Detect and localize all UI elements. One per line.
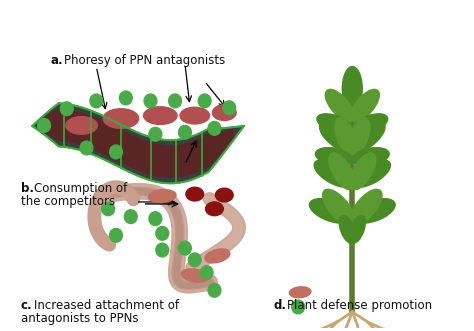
Ellipse shape — [200, 266, 213, 279]
Ellipse shape — [109, 228, 122, 242]
Ellipse shape — [156, 243, 169, 257]
Ellipse shape — [149, 127, 162, 141]
Ellipse shape — [124, 210, 137, 223]
Ellipse shape — [349, 153, 376, 190]
Ellipse shape — [339, 215, 356, 243]
Ellipse shape — [144, 107, 177, 124]
Ellipse shape — [351, 122, 385, 152]
Ellipse shape — [205, 249, 230, 263]
Ellipse shape — [188, 253, 201, 267]
Ellipse shape — [103, 109, 139, 128]
Ellipse shape — [180, 107, 210, 124]
Ellipse shape — [348, 118, 370, 155]
Ellipse shape — [292, 300, 305, 314]
Ellipse shape — [350, 189, 382, 225]
Ellipse shape — [38, 118, 51, 132]
Ellipse shape — [325, 89, 354, 121]
Ellipse shape — [352, 160, 391, 187]
Ellipse shape — [212, 105, 236, 120]
Ellipse shape — [179, 241, 191, 255]
Text: antagonists to PPNs: antagonists to PPNs — [20, 312, 138, 325]
Ellipse shape — [342, 67, 362, 111]
Text: b.: b. — [20, 182, 34, 195]
Ellipse shape — [90, 94, 103, 108]
Ellipse shape — [315, 148, 352, 166]
Text: the competitors: the competitors — [20, 195, 115, 208]
Ellipse shape — [349, 215, 365, 243]
Ellipse shape — [102, 202, 115, 216]
Ellipse shape — [181, 269, 209, 282]
Polygon shape — [32, 103, 244, 183]
Text: d.: d. — [273, 299, 287, 312]
Ellipse shape — [208, 121, 221, 135]
Ellipse shape — [119, 91, 132, 105]
Ellipse shape — [66, 117, 97, 134]
Ellipse shape — [317, 114, 353, 134]
Ellipse shape — [289, 287, 311, 298]
Ellipse shape — [198, 94, 211, 108]
Ellipse shape — [319, 122, 354, 152]
Ellipse shape — [169, 94, 182, 108]
Ellipse shape — [223, 101, 236, 115]
Ellipse shape — [216, 188, 233, 202]
Text: Consumption of: Consumption of — [34, 182, 128, 195]
Ellipse shape — [335, 118, 356, 155]
Ellipse shape — [351, 89, 379, 121]
Ellipse shape — [310, 199, 353, 223]
Text: Increased attachment of: Increased attachment of — [34, 299, 179, 312]
Ellipse shape — [80, 141, 93, 155]
Ellipse shape — [144, 94, 157, 108]
Ellipse shape — [329, 153, 355, 190]
Ellipse shape — [109, 145, 122, 159]
Polygon shape — [43, 109, 233, 177]
Ellipse shape — [148, 190, 176, 203]
Ellipse shape — [156, 226, 169, 240]
Ellipse shape — [352, 114, 388, 134]
Ellipse shape — [186, 187, 204, 201]
Ellipse shape — [352, 148, 389, 166]
Ellipse shape — [179, 125, 191, 139]
Text: Plant defense promotion: Plant defense promotion — [287, 299, 432, 312]
Ellipse shape — [323, 189, 354, 225]
Ellipse shape — [149, 212, 162, 225]
Ellipse shape — [206, 202, 223, 216]
Text: c.: c. — [20, 299, 32, 312]
Ellipse shape — [314, 160, 353, 187]
Text: Phoresy of PPN antagonists: Phoresy of PPN antagonists — [64, 54, 225, 67]
Ellipse shape — [60, 102, 73, 116]
Text: a.: a. — [50, 54, 63, 67]
Ellipse shape — [352, 199, 395, 223]
Ellipse shape — [208, 283, 221, 297]
